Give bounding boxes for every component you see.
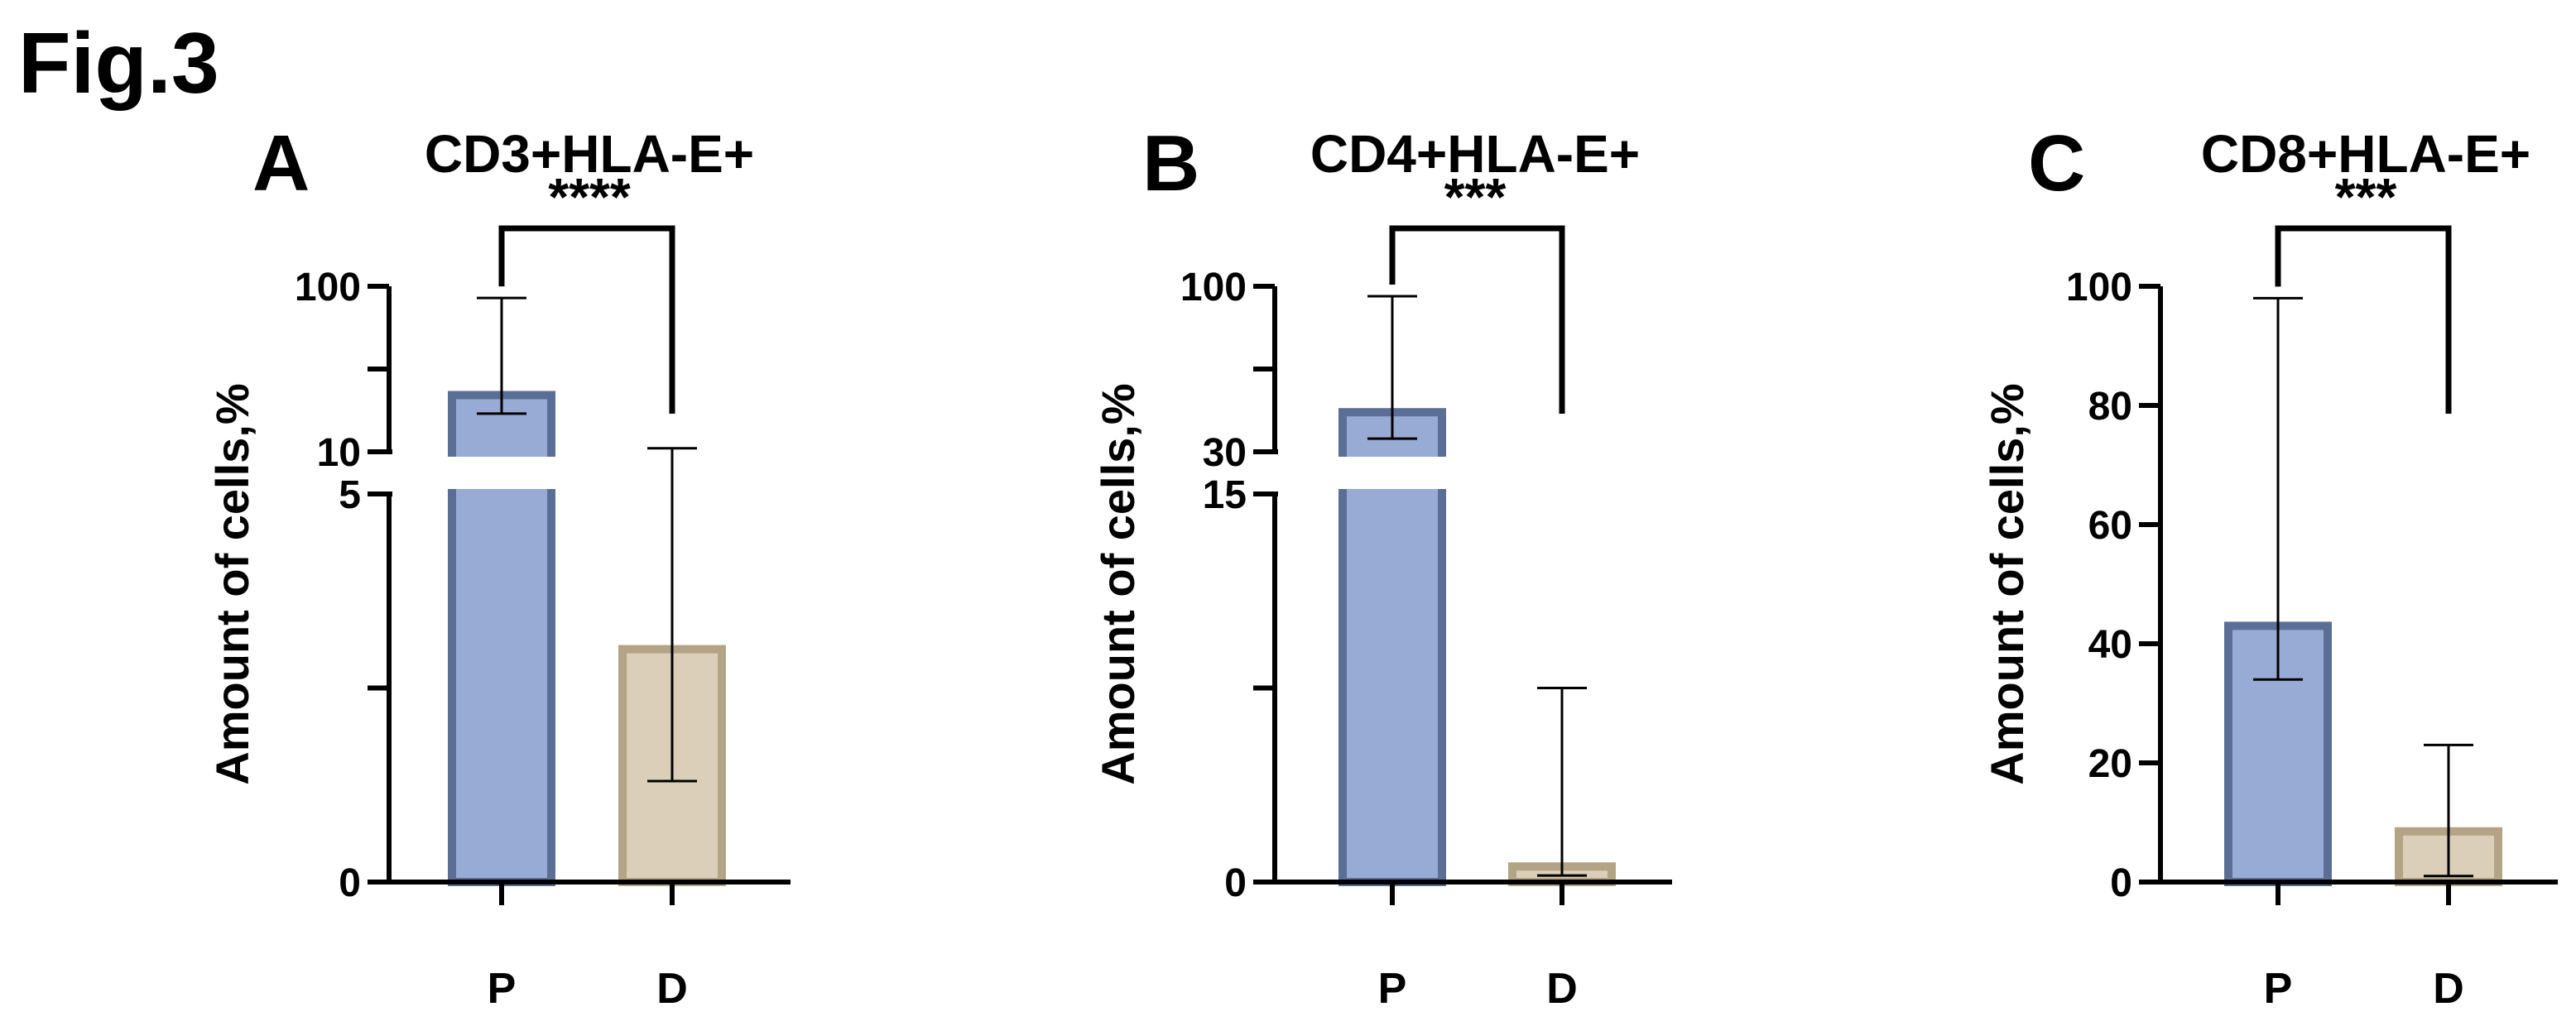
- y-tick-label: 30: [1203, 431, 1247, 475]
- significance-bracket: [2275, 225, 2452, 414]
- y-tick-label: 100: [2066, 266, 2132, 309]
- panels-layer: A CD3+HLA-E+ Amount of cells,% 0 510 100 P D ***…: [206, 119, 2558, 1013]
- y-axis-label: Amount of cells,%: [206, 383, 258, 784]
- panel-a: A CD3+HLA-E+ Amount of cells,% 0 510 100 P D ***…: [206, 119, 791, 1013]
- x-tick-label: D: [2433, 965, 2464, 1013]
- y-tick-label: 10: [317, 431, 361, 475]
- significance-label: ****: [548, 167, 631, 227]
- panel-letter: C: [2028, 119, 2085, 208]
- x-tick-label: P: [488, 965, 517, 1013]
- y-tick-label: 0: [1224, 861, 1247, 905]
- y-tick-label: 80: [2088, 385, 2132, 429]
- axis-break-gap: [372, 457, 561, 489]
- y-axis-label: Amount of cells,%: [1981, 383, 2033, 784]
- panel-letter: A: [252, 119, 310, 208]
- y-tick-label: 100: [1180, 266, 1247, 309]
- panel-c: C CD8+HLA-E+ Amount of cells,% 0 20 40 60 80 100…: [1981, 119, 2558, 1013]
- y-tick-label: 100: [295, 266, 361, 309]
- y-tick-label: 20: [2088, 742, 2132, 786]
- x-tick-label: D: [656, 965, 688, 1013]
- x-tick-label: P: [2264, 965, 2293, 1013]
- x-tick-label: D: [1546, 965, 1578, 1013]
- axis-break-gap: [1258, 457, 1452, 489]
- significance-bracket: [1389, 225, 1565, 414]
- panel-title: CD8+HLA-E+: [2201, 124, 2530, 184]
- significance-label: ***: [1444, 167, 1507, 227]
- y-tick-label: 15: [1203, 473, 1247, 517]
- significance-label: ***: [2335, 167, 2397, 227]
- x-tick-label: P: [1378, 965, 1407, 1013]
- figure-label: Fig.3: [18, 16, 219, 112]
- y-tick-label: 60: [2088, 504, 2132, 548]
- y-tick-label: 0: [339, 861, 361, 905]
- panel-title: CD4+HLA-E+: [1310, 124, 1640, 184]
- y-tick-label: 0: [2110, 861, 2132, 905]
- significance-bracket: [498, 225, 675, 414]
- y-axis-label: Amount of cells,%: [1092, 383, 1144, 784]
- y-tick-label: 40: [2088, 623, 2132, 667]
- panel-letter: B: [1142, 119, 1199, 208]
- panel-title: CD3+HLA-E+: [425, 124, 754, 184]
- y-tick-label: 5: [339, 473, 361, 517]
